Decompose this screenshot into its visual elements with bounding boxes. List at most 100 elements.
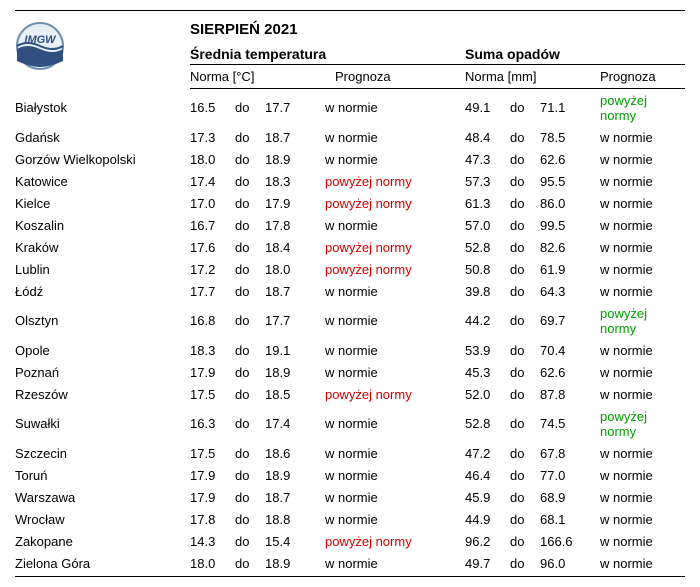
cell-precip-low: 44.2 [465, 302, 510, 339]
cell-precip-forecast: w normie [600, 258, 685, 280]
table-row: Zielona Góra18.0do18.9w normie49.7do96.0… [15, 552, 685, 574]
cell-precip-forecast: w normie [600, 126, 685, 148]
table-row: Szczecin17.5do18.6w normie47.2do67.8w no… [15, 442, 685, 464]
cell-temp-to: do [235, 383, 265, 405]
table-row: Warszawa17.9do18.7w normie45.9do68.9w no… [15, 486, 685, 508]
cell-precip-to: do [510, 280, 540, 302]
cell-precip-forecast: w normie [600, 361, 685, 383]
cell-temp-high: 18.9 [265, 148, 325, 170]
cell-temp-high: 18.6 [265, 442, 325, 464]
cell-temp-high: 18.7 [265, 486, 325, 508]
cell-precip-low: 49.7 [465, 552, 510, 574]
cell-temp-forecast: w normie [325, 552, 465, 574]
cell-city: Opole [15, 339, 190, 361]
cell-temp-low: 18.0 [190, 552, 235, 574]
cell-precip-to: do [510, 383, 540, 405]
cell-temp-high: 18.3 [265, 170, 325, 192]
cell-temp-forecast: w normie [325, 214, 465, 236]
cell-temp-low: 14.3 [190, 530, 235, 552]
cell-temp-to: do [235, 236, 265, 258]
table-row: Koszalin16.7do17.8w normie57.0do99.5w no… [15, 214, 685, 236]
cell-city: Warszawa [15, 486, 190, 508]
subheader-forecast-precip: Prognoza [600, 69, 685, 84]
cell-precip-to: do [510, 192, 540, 214]
svg-text:IMGW: IMGW [24, 34, 57, 46]
cell-precip-forecast: powyżej normy [600, 302, 685, 339]
cell-precip-to: do [510, 339, 540, 361]
cell-temp-forecast: w normie [325, 361, 465, 383]
cell-temp-to: do [235, 442, 265, 464]
cell-precip-high: 62.6 [540, 148, 600, 170]
cell-temp-low: 17.4 [190, 170, 235, 192]
cell-city: Zielona Góra [15, 552, 190, 574]
cell-precip-high: 77.0 [540, 464, 600, 486]
cell-precip-high: 74.5 [540, 405, 600, 442]
cell-precip-high: 68.1 [540, 508, 600, 530]
cell-temp-forecast: powyżej normy [325, 170, 465, 192]
subheader-forecast-temp: Prognoza [335, 69, 465, 84]
cell-precip-forecast: w normie [600, 508, 685, 530]
cell-precip-high: 62.6 [540, 361, 600, 383]
cell-temp-to: do [235, 339, 265, 361]
cell-temp-forecast: w normie [325, 486, 465, 508]
cell-precip-to: do [510, 486, 540, 508]
cell-precip-high: 87.8 [540, 383, 600, 405]
header-right: SIERPIEŃ 2021 Średnia temperatura Suma o… [190, 13, 685, 89]
cell-city: Wrocław [15, 508, 190, 530]
cell-precip-to: do [510, 442, 540, 464]
cell-precip-high: 64.3 [540, 280, 600, 302]
header: IMGW SIERPIEŃ 2021 Średnia temperatura S… [15, 13, 685, 89]
cell-precip-to: do [510, 552, 540, 574]
cell-precip-to: do [510, 405, 540, 442]
cell-temp-low: 16.7 [190, 214, 235, 236]
cell-city: Łódź [15, 280, 190, 302]
table-row: Białystok16.5do17.7w normie49.1do71.1pow… [15, 89, 685, 126]
section-headers: Średnia temperatura Suma opadów [190, 44, 685, 65]
logo-cell: IMGW [15, 13, 190, 89]
subheader-norm-temp: Norma [°C] [190, 69, 335, 84]
cell-temp-to: do [235, 405, 265, 442]
table-row: Olsztyn16.8do17.7w normie44.2do69.7powyż… [15, 302, 685, 339]
cell-temp-low: 18.3 [190, 339, 235, 361]
cell-precip-low: 57.0 [465, 214, 510, 236]
cell-city: Poznań [15, 361, 190, 383]
cell-precip-low: 47.2 [465, 442, 510, 464]
cell-city: Suwałki [15, 405, 190, 442]
table-row: Kraków17.6do18.4powyżej normy52.8do82.6w… [15, 236, 685, 258]
cell-temp-low: 17.8 [190, 508, 235, 530]
cell-temp-forecast: w normie [325, 464, 465, 486]
cell-precip-low: 47.3 [465, 148, 510, 170]
cell-precip-to: do [510, 464, 540, 486]
cell-precip-high: 96.0 [540, 552, 600, 574]
cell-precip-forecast: w normie [600, 339, 685, 361]
cell-temp-forecast: powyżej normy [325, 236, 465, 258]
cell-precip-forecast: w normie [600, 530, 685, 552]
cell-temp-forecast: w normie [325, 405, 465, 442]
cell-temp-forecast: w normie [325, 302, 465, 339]
cell-precip-low: 57.3 [465, 170, 510, 192]
cell-precip-forecast: w normie [600, 192, 685, 214]
cell-temp-high: 18.7 [265, 280, 325, 302]
table-row: Poznań17.9do18.9w normie45.3do62.6w norm… [15, 361, 685, 383]
cell-temp-forecast: powyżej normy [325, 258, 465, 280]
cell-temp-high: 18.0 [265, 258, 325, 280]
table-row: Suwałki16.3do17.4w normie52.8do74.5powyż… [15, 405, 685, 442]
cell-temp-low: 18.0 [190, 148, 235, 170]
cell-temp-low: 17.9 [190, 361, 235, 383]
cell-temp-forecast: w normie [325, 126, 465, 148]
cell-city: Toruń [15, 464, 190, 486]
cell-temp-low: 16.8 [190, 302, 235, 339]
bottom-rule [15, 576, 685, 577]
cell-precip-forecast: w normie [600, 383, 685, 405]
cell-temp-low: 17.9 [190, 464, 235, 486]
cell-temp-forecast: powyżej normy [325, 192, 465, 214]
cell-temp-to: do [235, 530, 265, 552]
cell-temp-to: do [235, 486, 265, 508]
cell-precip-forecast: powyżej normy [600, 89, 685, 126]
section-precipitation: Suma opadów [465, 46, 685, 62]
cell-temp-high: 18.8 [265, 508, 325, 530]
cell-temp-low: 17.2 [190, 258, 235, 280]
cell-temp-forecast: w normie [325, 442, 465, 464]
cell-precip-forecast: w normie [600, 464, 685, 486]
cell-temp-forecast: powyżej normy [325, 383, 465, 405]
